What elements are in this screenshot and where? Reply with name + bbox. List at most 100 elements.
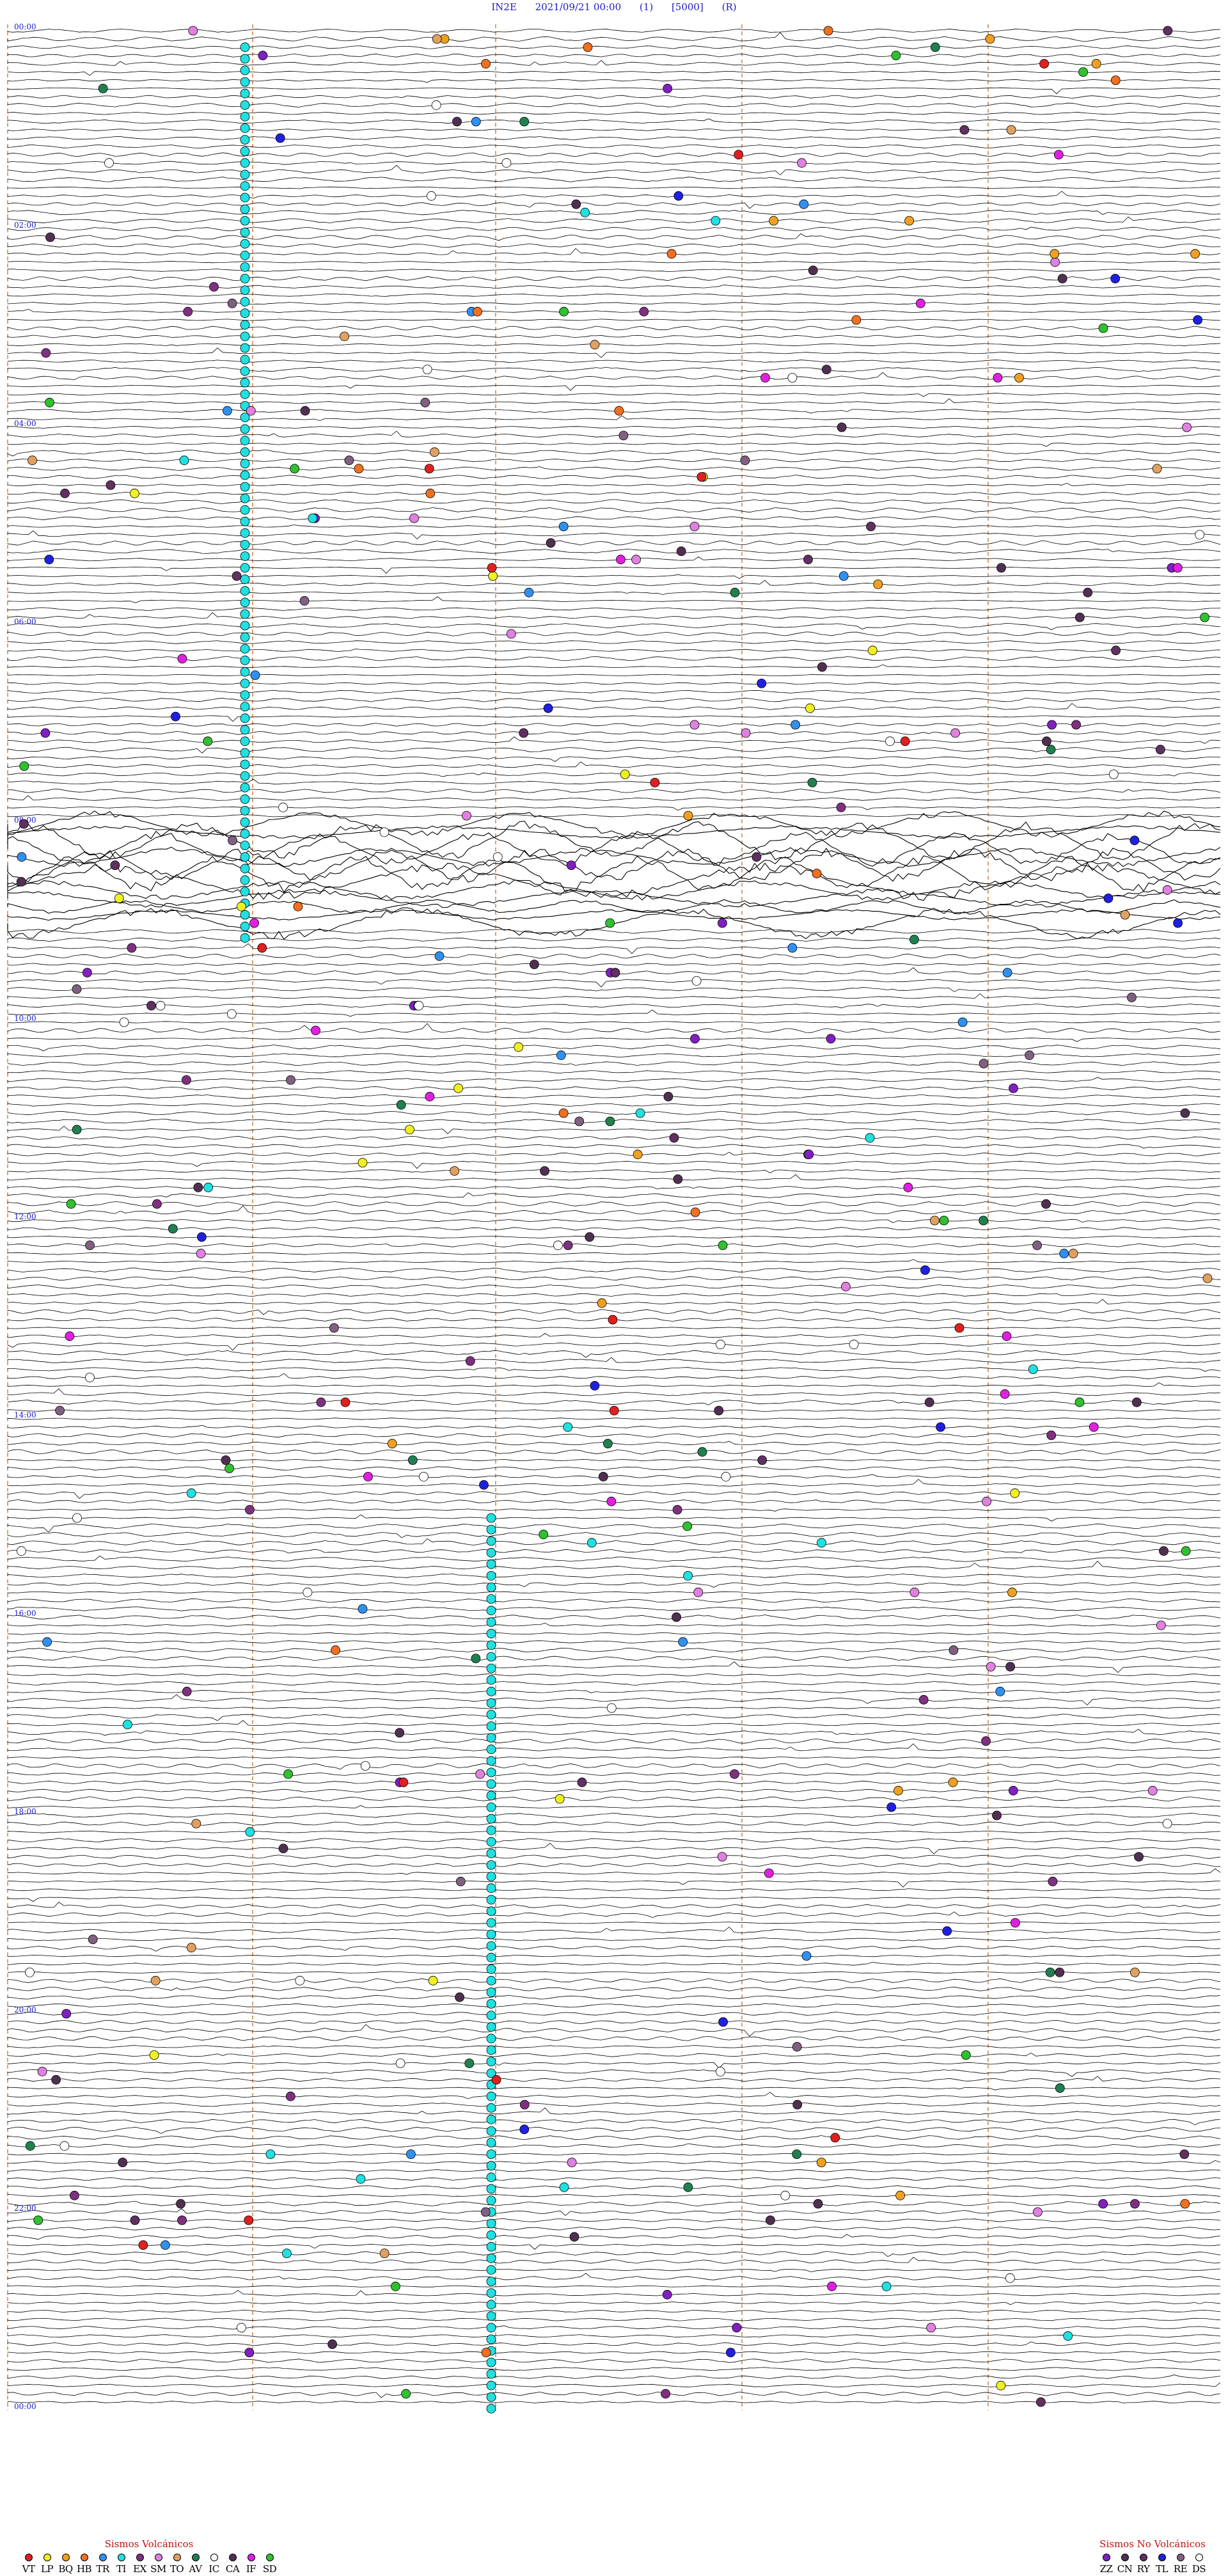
seismic-trace [7,293,1221,297]
event-dot-icon [693,1587,704,1597]
event-dot-icon [203,1182,214,1192]
seismic-trace [7,2341,1221,2346]
time-label: 04:00 [14,419,36,428]
event-dot-icon [358,1604,368,1614]
event-dot-icon [948,1777,958,1787]
seismic-trace [7,1045,1221,1052]
seismic-trace [7,778,1221,785]
event-dot-icon [683,1570,693,1581]
event-dot-icon [363,1471,373,1482]
event-dot-icon [1127,992,1137,1002]
event-dot-icon [606,1496,617,1506]
event-dot-icon [183,306,193,317]
event-dot-icon [836,802,846,812]
seismic-trace [7,2318,1221,2321]
seismic-trace [7,674,1221,677]
event-dot-icon [258,51,268,61]
seismic-trace [7,1227,1221,1231]
event-dot-icon [387,1439,397,1449]
event-dot-icon [491,2074,501,2085]
seismic-trace [7,392,1221,397]
legend-dot-icon [98,2554,107,2561]
event-dot-icon [873,580,883,589]
seismic-trace [7,1070,1221,1074]
seismic-trace [7,507,1221,513]
legend-volcanic-title: Sismos Volcánicos [104,2538,194,2550]
seismic-trace [7,79,1221,83]
event-dot-icon [1046,1430,1057,1441]
event-dot-icon [407,1455,418,1466]
seismic-trace [7,548,1221,554]
event-dot-icon [590,1380,600,1391]
event-dot-icon [193,1182,203,1192]
event-dot-icon [1111,645,1121,656]
event-dot-icon [608,1315,618,1325]
seismic-trace [7,2285,1221,2288]
event-dot-icon [682,1521,692,1531]
legend-dot-icon [1195,2554,1203,2561]
event-dot-icon [837,422,847,432]
seismic-trace [7,591,1221,595]
seismic-trace [7,1555,1221,1562]
event-dot-icon [37,2066,47,2076]
seismic-trace [7,1009,1221,1017]
legend-code: SM [150,2563,166,2575]
event-dot-icon [757,1455,767,1466]
event-dot-icon [569,2232,579,2242]
event-dot-icon [55,1405,65,1416]
seismic-trace [7,1357,1221,1364]
seismic-trace [7,1425,1221,1429]
seismic-trace [7,1094,1221,1099]
seismic-trace [7,191,1221,199]
event-dot-icon [480,2207,491,2217]
seismic-trace [7,1863,1221,1867]
event-dot-icon [486,1570,496,1581]
seismic-trace [7,607,1221,611]
event-dot-icon [926,2323,936,2333]
event-dot-icon [1083,587,1093,597]
event-dot-icon [155,1000,166,1011]
legend-nonvolcanic-title: Sismos No Volcánicos [1099,2538,1206,2550]
event-dot-icon [886,1802,897,1812]
event-dot-icon [130,2215,140,2225]
seismic-trace [7,1897,1221,1902]
event-dot-icon [486,2334,496,2344]
event-dot-icon [1182,422,1192,432]
seismic-trace [7,1367,1221,1372]
event-dot-icon [41,348,51,358]
legend-code: BQ [58,2563,73,2575]
event-dot-icon [662,2289,672,2300]
event-dot-icon [985,34,995,44]
seismic-trace [7,540,1221,546]
event-dot-icon [45,232,55,242]
legend-code: RE [1173,2563,1188,2575]
event-dot-icon [734,150,744,160]
legend-nonvolcanic-items: ZZ CN RY TL RE DS [1097,2554,1208,2575]
event-dot-icon [1009,1083,1018,1093]
event-dot-icon [486,2323,496,2333]
event-dot-icon [1179,2149,1190,2160]
seismic-trace [7,2218,1221,2222]
event-dot-icon [563,1422,573,1432]
legend-dot-icon [136,2554,144,2561]
event-dot-icon [849,1339,859,1350]
event-dot-icon [486,1536,496,1546]
seismic-trace [7,1169,1220,1173]
event-dot-icon [1147,1785,1158,1796]
event-dot-icon [240,841,250,850]
event-dot-icon [464,2058,475,2068]
event-dot-icon [717,1852,727,1862]
event-dot-icon [769,216,778,226]
event-dot-icon [25,1967,35,1977]
event-dot-icon [486,1686,496,1696]
event-dot-icon [186,1488,196,1498]
seismic-trace [7,889,1221,908]
seismic-trace [7,216,1221,224]
event-dot-icon [72,1125,82,1135]
seismic-trace [7,326,1221,331]
event-dot-icon [1047,720,1057,730]
event-dot-icon [486,1802,496,1812]
seismic-trace [7,1479,1221,1487]
seismic-trace [7,360,1221,363]
event-dot-icon [486,1929,496,1940]
